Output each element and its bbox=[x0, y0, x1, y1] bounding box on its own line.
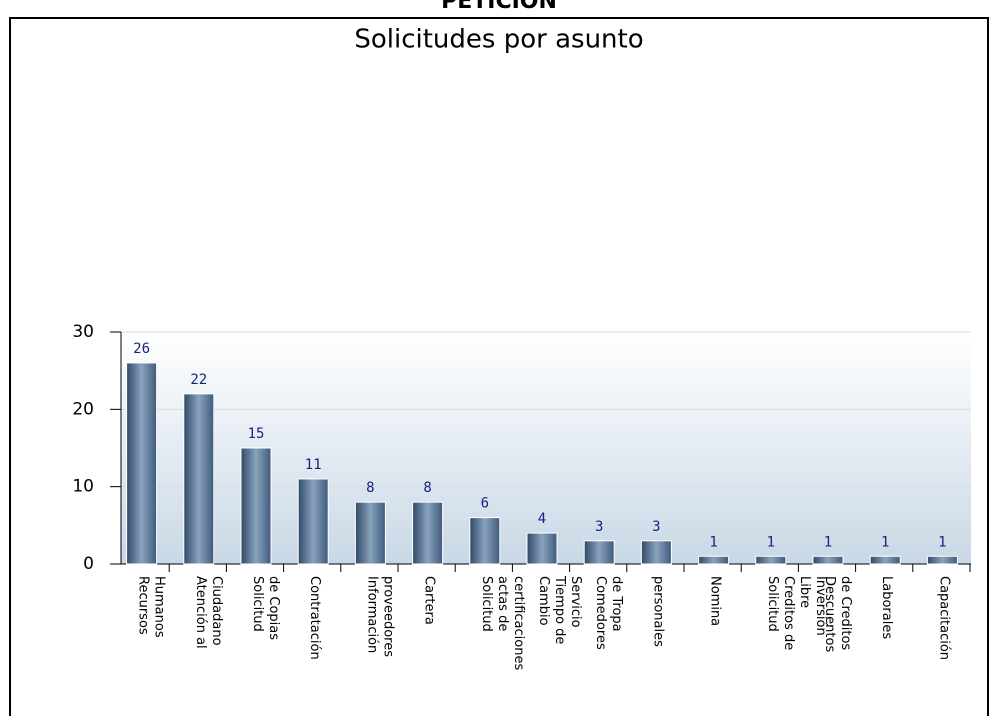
value-label: 26 bbox=[133, 341, 150, 357]
y-tick-label: 10 bbox=[72, 477, 94, 497]
value-label: 1 bbox=[824, 534, 832, 550]
bar bbox=[640, 540, 672, 565]
value-label: 8 bbox=[366, 480, 374, 496]
bar bbox=[469, 517, 501, 565]
value-label: 11 bbox=[305, 457, 322, 473]
value-label: 6 bbox=[481, 496, 489, 512]
value-label: 22 bbox=[190, 372, 207, 388]
bar bbox=[297, 478, 329, 565]
value-label: 8 bbox=[423, 480, 431, 496]
y-tick-label: 0 bbox=[83, 554, 94, 574]
x-tick-label: Solicitud Creditos de Libre Inversión bbox=[765, 576, 828, 654]
bar bbox=[526, 532, 558, 565]
bar bbox=[126, 362, 158, 565]
chart-title: Solicitudes por asunto bbox=[354, 25, 643, 55]
bar bbox=[412, 501, 444, 565]
y-tick-label: 20 bbox=[72, 399, 94, 419]
value-label: 1 bbox=[767, 534, 775, 550]
value-label: 15 bbox=[248, 426, 265, 442]
x-tick-label: Solicitud de Copias bbox=[250, 576, 281, 640]
value-label: 1 bbox=[881, 534, 889, 550]
bar bbox=[583, 540, 615, 565]
y-tick-label: 30 bbox=[72, 322, 94, 342]
x-tick-label: Capacitación bbox=[936, 576, 951, 660]
value-label: 1 bbox=[709, 534, 717, 550]
x-tick-label: Cartera bbox=[422, 576, 437, 625]
frame bbox=[9, 17, 989, 716]
bar bbox=[926, 555, 958, 565]
x-tick-label: Comedores de Tropa bbox=[593, 576, 624, 654]
page-header: PETICION bbox=[441, 0, 557, 14]
x-tick-label: Cambio Tiempo de Servicio bbox=[536, 575, 583, 649]
bar bbox=[755, 555, 787, 565]
bar bbox=[183, 393, 215, 565]
value-label: 3 bbox=[595, 519, 603, 535]
x-tick-label: personales bbox=[650, 576, 665, 647]
x-tick-label: Solicitud actas de certificaciones bbox=[479, 576, 526, 670]
x-tick-label: Contratación bbox=[307, 576, 322, 660]
x-tick-label: Atención al Ciudadano bbox=[193, 576, 224, 653]
x-tick-label: Descuentos de Creditos bbox=[822, 576, 853, 656]
bar bbox=[240, 447, 272, 565]
value-label: 1 bbox=[938, 534, 946, 550]
bar bbox=[698, 555, 730, 565]
x-tick-label: Laborales bbox=[879, 576, 894, 639]
x-tick-label: Recursos Humanos bbox=[136, 576, 167, 639]
bar bbox=[869, 555, 901, 565]
bar bbox=[812, 555, 844, 565]
x-tick-label: Nomina bbox=[708, 576, 723, 626]
x-tick-label: Información proveedores bbox=[364, 576, 395, 657]
value-label: 3 bbox=[652, 519, 660, 535]
bar bbox=[354, 501, 386, 565]
value-label: 4 bbox=[538, 511, 546, 527]
